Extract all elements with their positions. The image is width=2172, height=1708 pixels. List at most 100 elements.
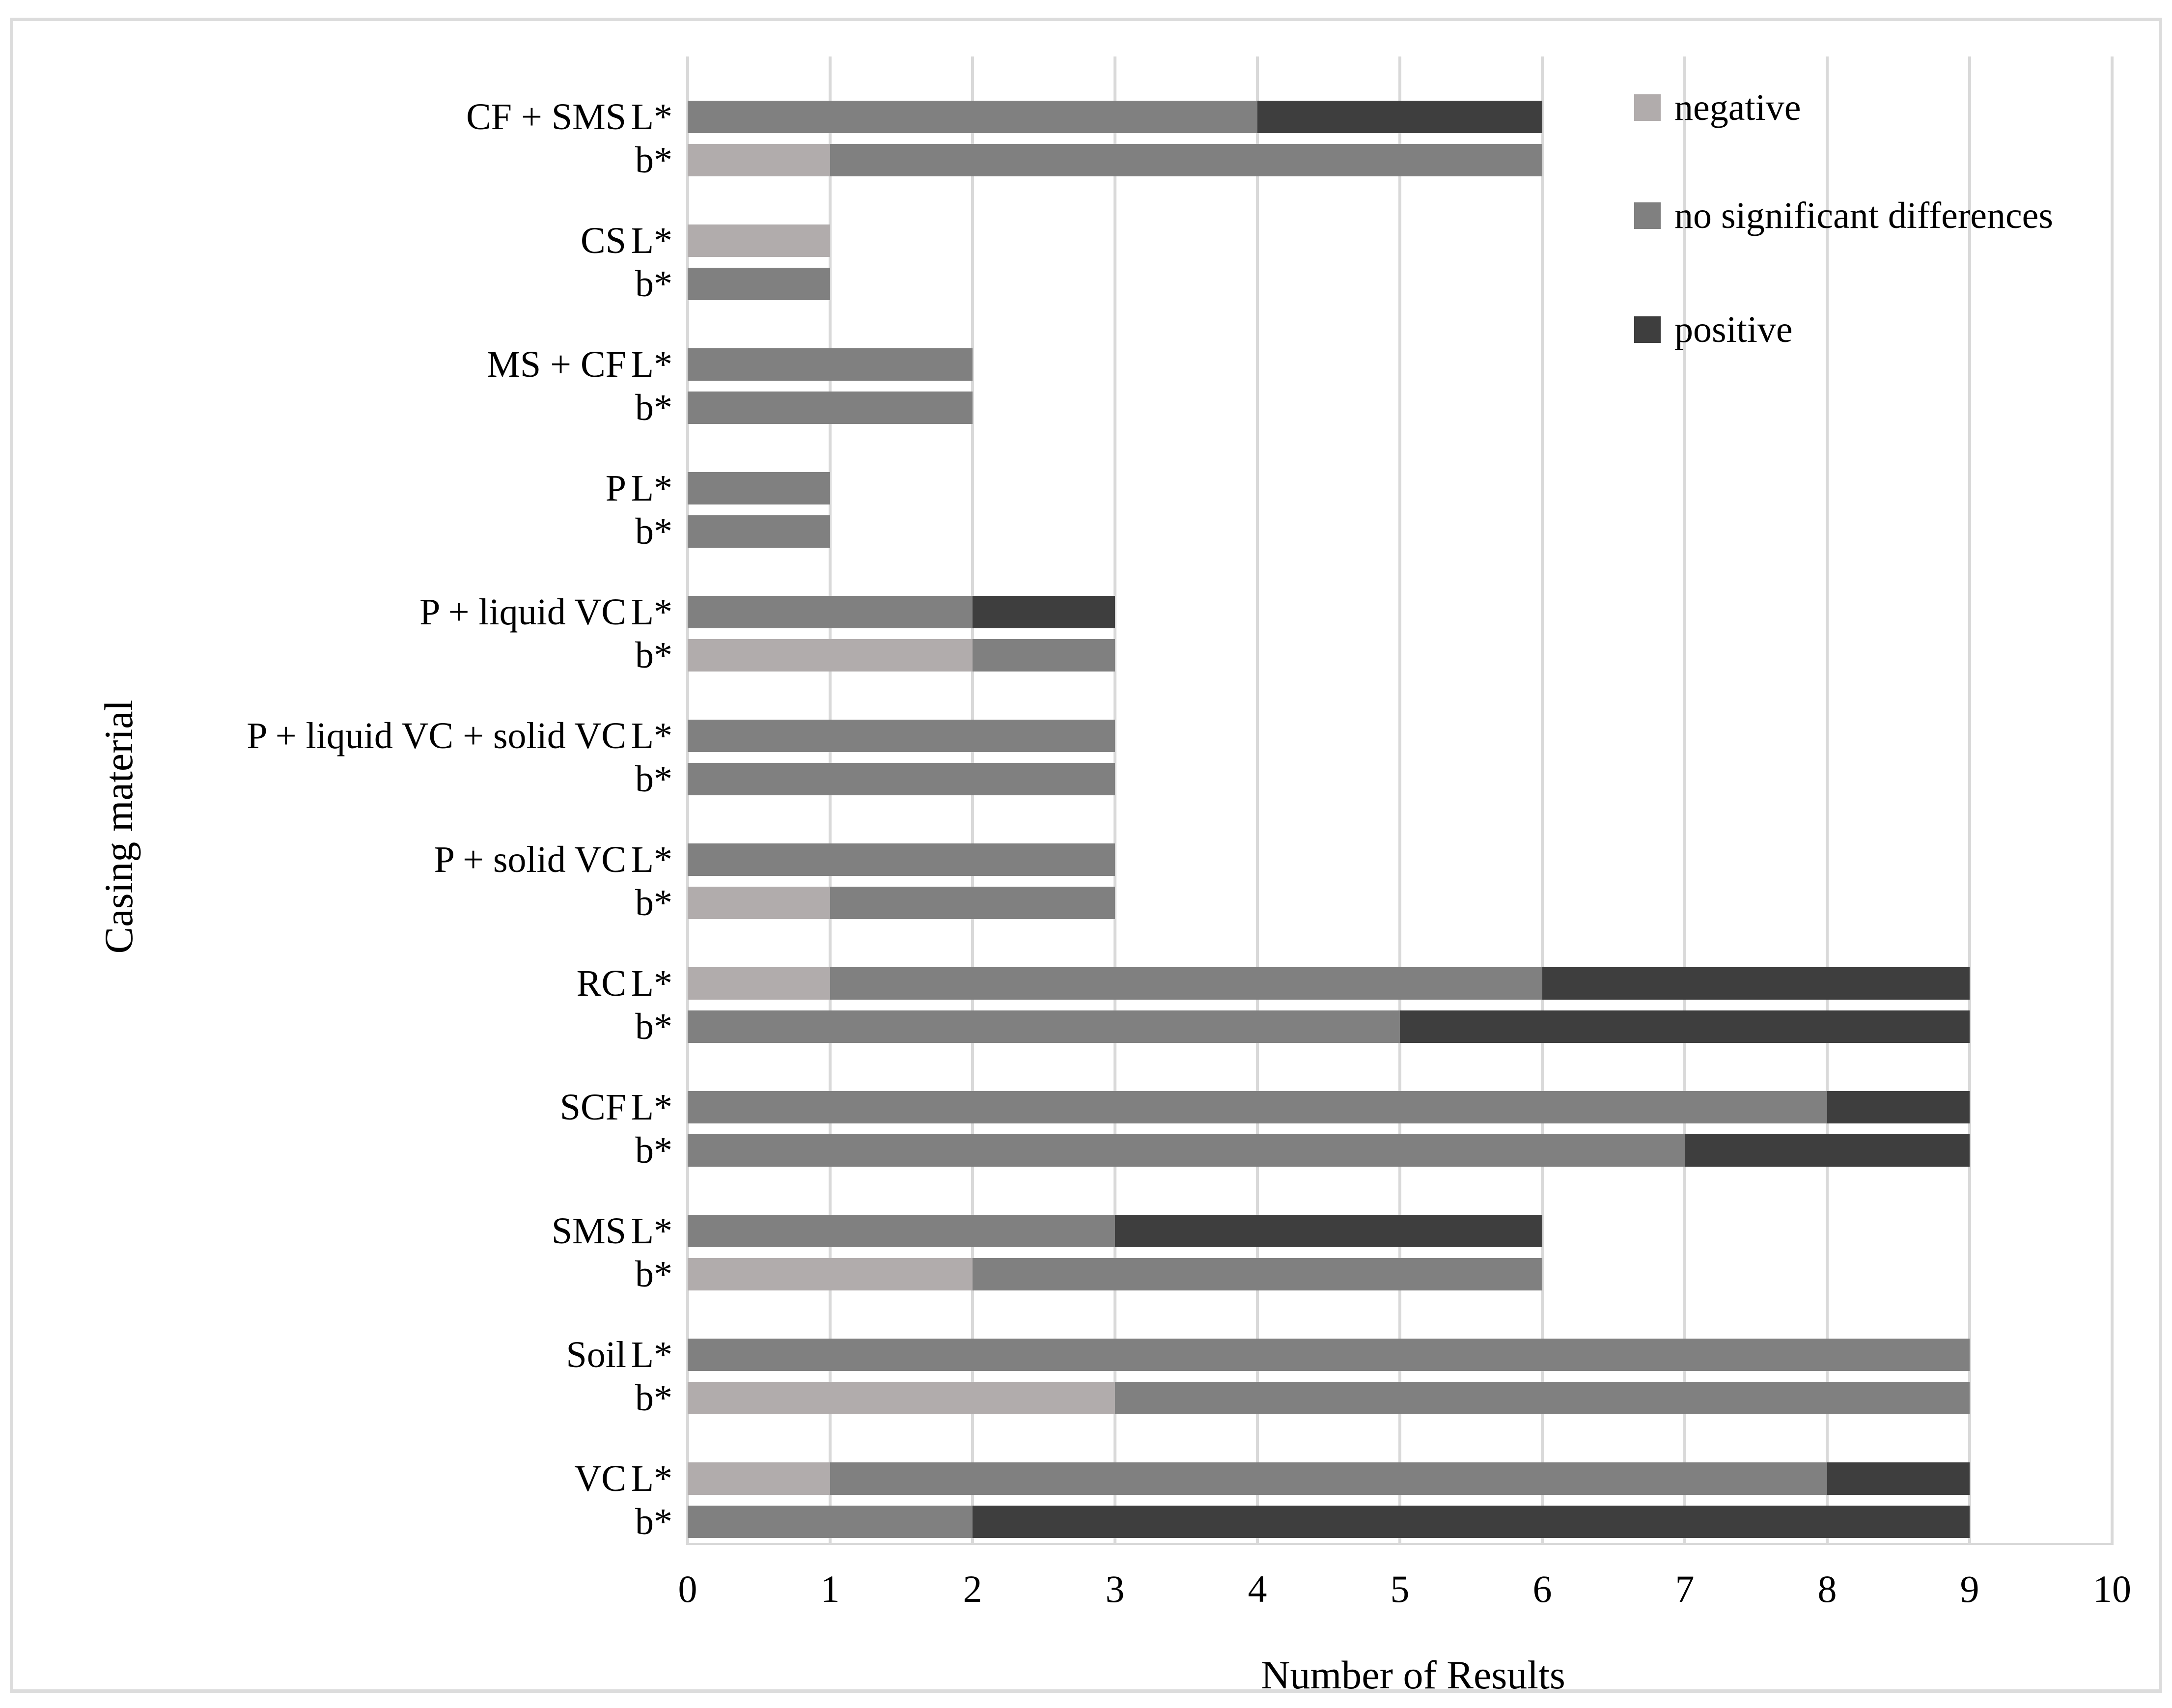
bar-segment-negative bbox=[688, 1258, 973, 1290]
stacked-bar bbox=[688, 967, 1970, 1000]
x-tick-label: 6 bbox=[1532, 1568, 1552, 1610]
bar-segment-negative bbox=[688, 887, 830, 919]
bar-segment-positive bbox=[973, 1506, 1970, 1538]
sub-bar-label: b* bbox=[635, 1254, 672, 1295]
category-label: P + liquid VC + solid VC bbox=[247, 715, 626, 756]
sub-bar-label: L* bbox=[631, 220, 672, 261]
bar-segment-positive bbox=[1685, 1134, 1970, 1167]
stacked-bar bbox=[688, 1215, 1542, 1247]
sub-bar-label: L* bbox=[631, 468, 672, 509]
stacked-bar bbox=[688, 268, 830, 300]
category-label: P + solid VC bbox=[434, 839, 626, 880]
sub-bar-label: b* bbox=[635, 1006, 672, 1047]
x-tick-label: 2 bbox=[963, 1568, 982, 1610]
x-tick-label: 1 bbox=[820, 1568, 840, 1610]
bar-segment-no_significant_differences bbox=[688, 596, 973, 628]
sub-bar-label: b* bbox=[635, 1130, 672, 1171]
x-tick-label: 3 bbox=[1105, 1568, 1125, 1610]
gridline-x-6 bbox=[1541, 56, 1544, 1545]
category-label: MS + CF bbox=[487, 344, 626, 385]
bar-segment-no_significant_differences bbox=[830, 144, 1542, 176]
stacked-bar bbox=[688, 1339, 1970, 1371]
x-tick-label: 7 bbox=[1675, 1568, 1695, 1610]
gridline-x-7 bbox=[1683, 56, 1686, 1545]
stacked-bar bbox=[688, 1134, 1970, 1167]
gridline-layer bbox=[13, 21, 2159, 1689]
sub-bar-label: b* bbox=[635, 140, 672, 181]
sub-bar-label: L* bbox=[631, 715, 672, 756]
bar-segment-no_significant_differences bbox=[688, 101, 1257, 133]
stacked-bar bbox=[688, 720, 1115, 752]
stacked-bar bbox=[688, 887, 1115, 919]
bar-segment-negative bbox=[688, 224, 830, 257]
bar-segment-no_significant_differences bbox=[688, 348, 973, 381]
gridline-x-10 bbox=[2111, 56, 2114, 1545]
bars-layer bbox=[13, 21, 2159, 1689]
x-tick-label: 5 bbox=[1390, 1568, 1410, 1610]
stacked-bar bbox=[688, 472, 830, 504]
legend-item-negative: negative bbox=[1634, 87, 1801, 128]
sub-bar-label: L* bbox=[631, 1458, 672, 1499]
bar-segment-no_significant_differences bbox=[688, 1215, 1115, 1247]
stacked-bar bbox=[688, 515, 830, 548]
category-label: SMS bbox=[551, 1210, 626, 1252]
x-tick-layer: 0 1 2 3 4 5 6 7 8 9 10 bbox=[13, 21, 2159, 1689]
stacked-bar bbox=[688, 144, 1542, 176]
bar-segment-positive bbox=[1257, 101, 1542, 133]
legend-swatch-no_significant_differences bbox=[1634, 202, 1661, 229]
category-label: RC bbox=[576, 963, 626, 1004]
row-labels-layer: CF + SMS L* b* CS L* b* MS + CF L* b* P L* b* P + li… bbox=[13, 21, 2159, 1689]
bar-segment-no_significant_differences bbox=[830, 967, 1542, 1000]
legend-label-negative: negative bbox=[1674, 86, 1801, 128]
stacked-bar bbox=[688, 1462, 1970, 1495]
stacked-bar bbox=[688, 1258, 1542, 1290]
legend-swatch-positive bbox=[1634, 316, 1661, 343]
x-tick-label: 9 bbox=[1960, 1568, 1979, 1610]
bar-segment-no_significant_differences bbox=[688, 1506, 973, 1538]
legend: negative no significant differences positi… bbox=[13, 21, 2159, 1689]
gridline-x-5 bbox=[1398, 56, 1401, 1545]
stacked-bar bbox=[688, 639, 1115, 672]
sub-bar-label: L* bbox=[631, 344, 672, 385]
bar-segment-no_significant_differences bbox=[688, 1339, 1970, 1371]
stacked-bar bbox=[688, 1506, 1970, 1538]
bar-segment-no_significant_differences bbox=[688, 1134, 1685, 1167]
bar-segment-positive bbox=[1827, 1462, 1970, 1495]
sub-bar-label: b* bbox=[635, 882, 672, 924]
bar-segment-positive bbox=[1115, 1215, 1542, 1247]
sub-bar-label: b* bbox=[635, 511, 672, 552]
category-label: P + liquid VC bbox=[419, 591, 626, 633]
category-label: CF + SMS bbox=[466, 96, 626, 138]
bar-segment-positive bbox=[1827, 1091, 1970, 1123]
bar-segment-no_significant_differences bbox=[973, 1258, 1542, 1290]
bar-segment-positive bbox=[973, 596, 1115, 628]
category-label: CS bbox=[581, 220, 626, 261]
x-axis-line bbox=[686, 1543, 2114, 1545]
legend-item-positive: positive bbox=[1634, 309, 1793, 350]
x-tick-label: 10 bbox=[2093, 1568, 2131, 1610]
bar-segment-no_significant_differences bbox=[688, 763, 1115, 795]
sub-bar-label: b* bbox=[635, 263, 672, 305]
gridline-x-8 bbox=[1826, 56, 1829, 1545]
bar-segment-no_significant_differences bbox=[688, 1010, 1400, 1043]
x-tick-label: 0 bbox=[678, 1568, 697, 1610]
stacked-bar bbox=[688, 348, 973, 381]
x-tick-label: 4 bbox=[1248, 1568, 1267, 1610]
sub-bar-label: L* bbox=[631, 1087, 672, 1128]
stacked-bar bbox=[688, 101, 1542, 133]
sub-bar-label: L* bbox=[631, 1210, 672, 1252]
stacked-bar bbox=[688, 1091, 1970, 1123]
stacked-bar bbox=[688, 1010, 1970, 1043]
bar-segment-no_significant_differences bbox=[688, 1091, 1827, 1123]
sub-bar-label: L* bbox=[631, 963, 672, 1004]
bar-segment-no_significant_differences bbox=[688, 843, 1115, 876]
bar-segment-no_significant_differences bbox=[688, 472, 830, 504]
stacked-bar bbox=[688, 763, 1115, 795]
bar-segment-negative bbox=[688, 967, 830, 1000]
sub-bar-label: L* bbox=[631, 839, 672, 880]
sub-bar-label: b* bbox=[635, 758, 672, 800]
category-label: VC bbox=[574, 1458, 626, 1499]
sub-bar-label: b* bbox=[635, 387, 672, 428]
stacked-bar bbox=[688, 1382, 1970, 1414]
gridline-x-2 bbox=[971, 56, 974, 1545]
